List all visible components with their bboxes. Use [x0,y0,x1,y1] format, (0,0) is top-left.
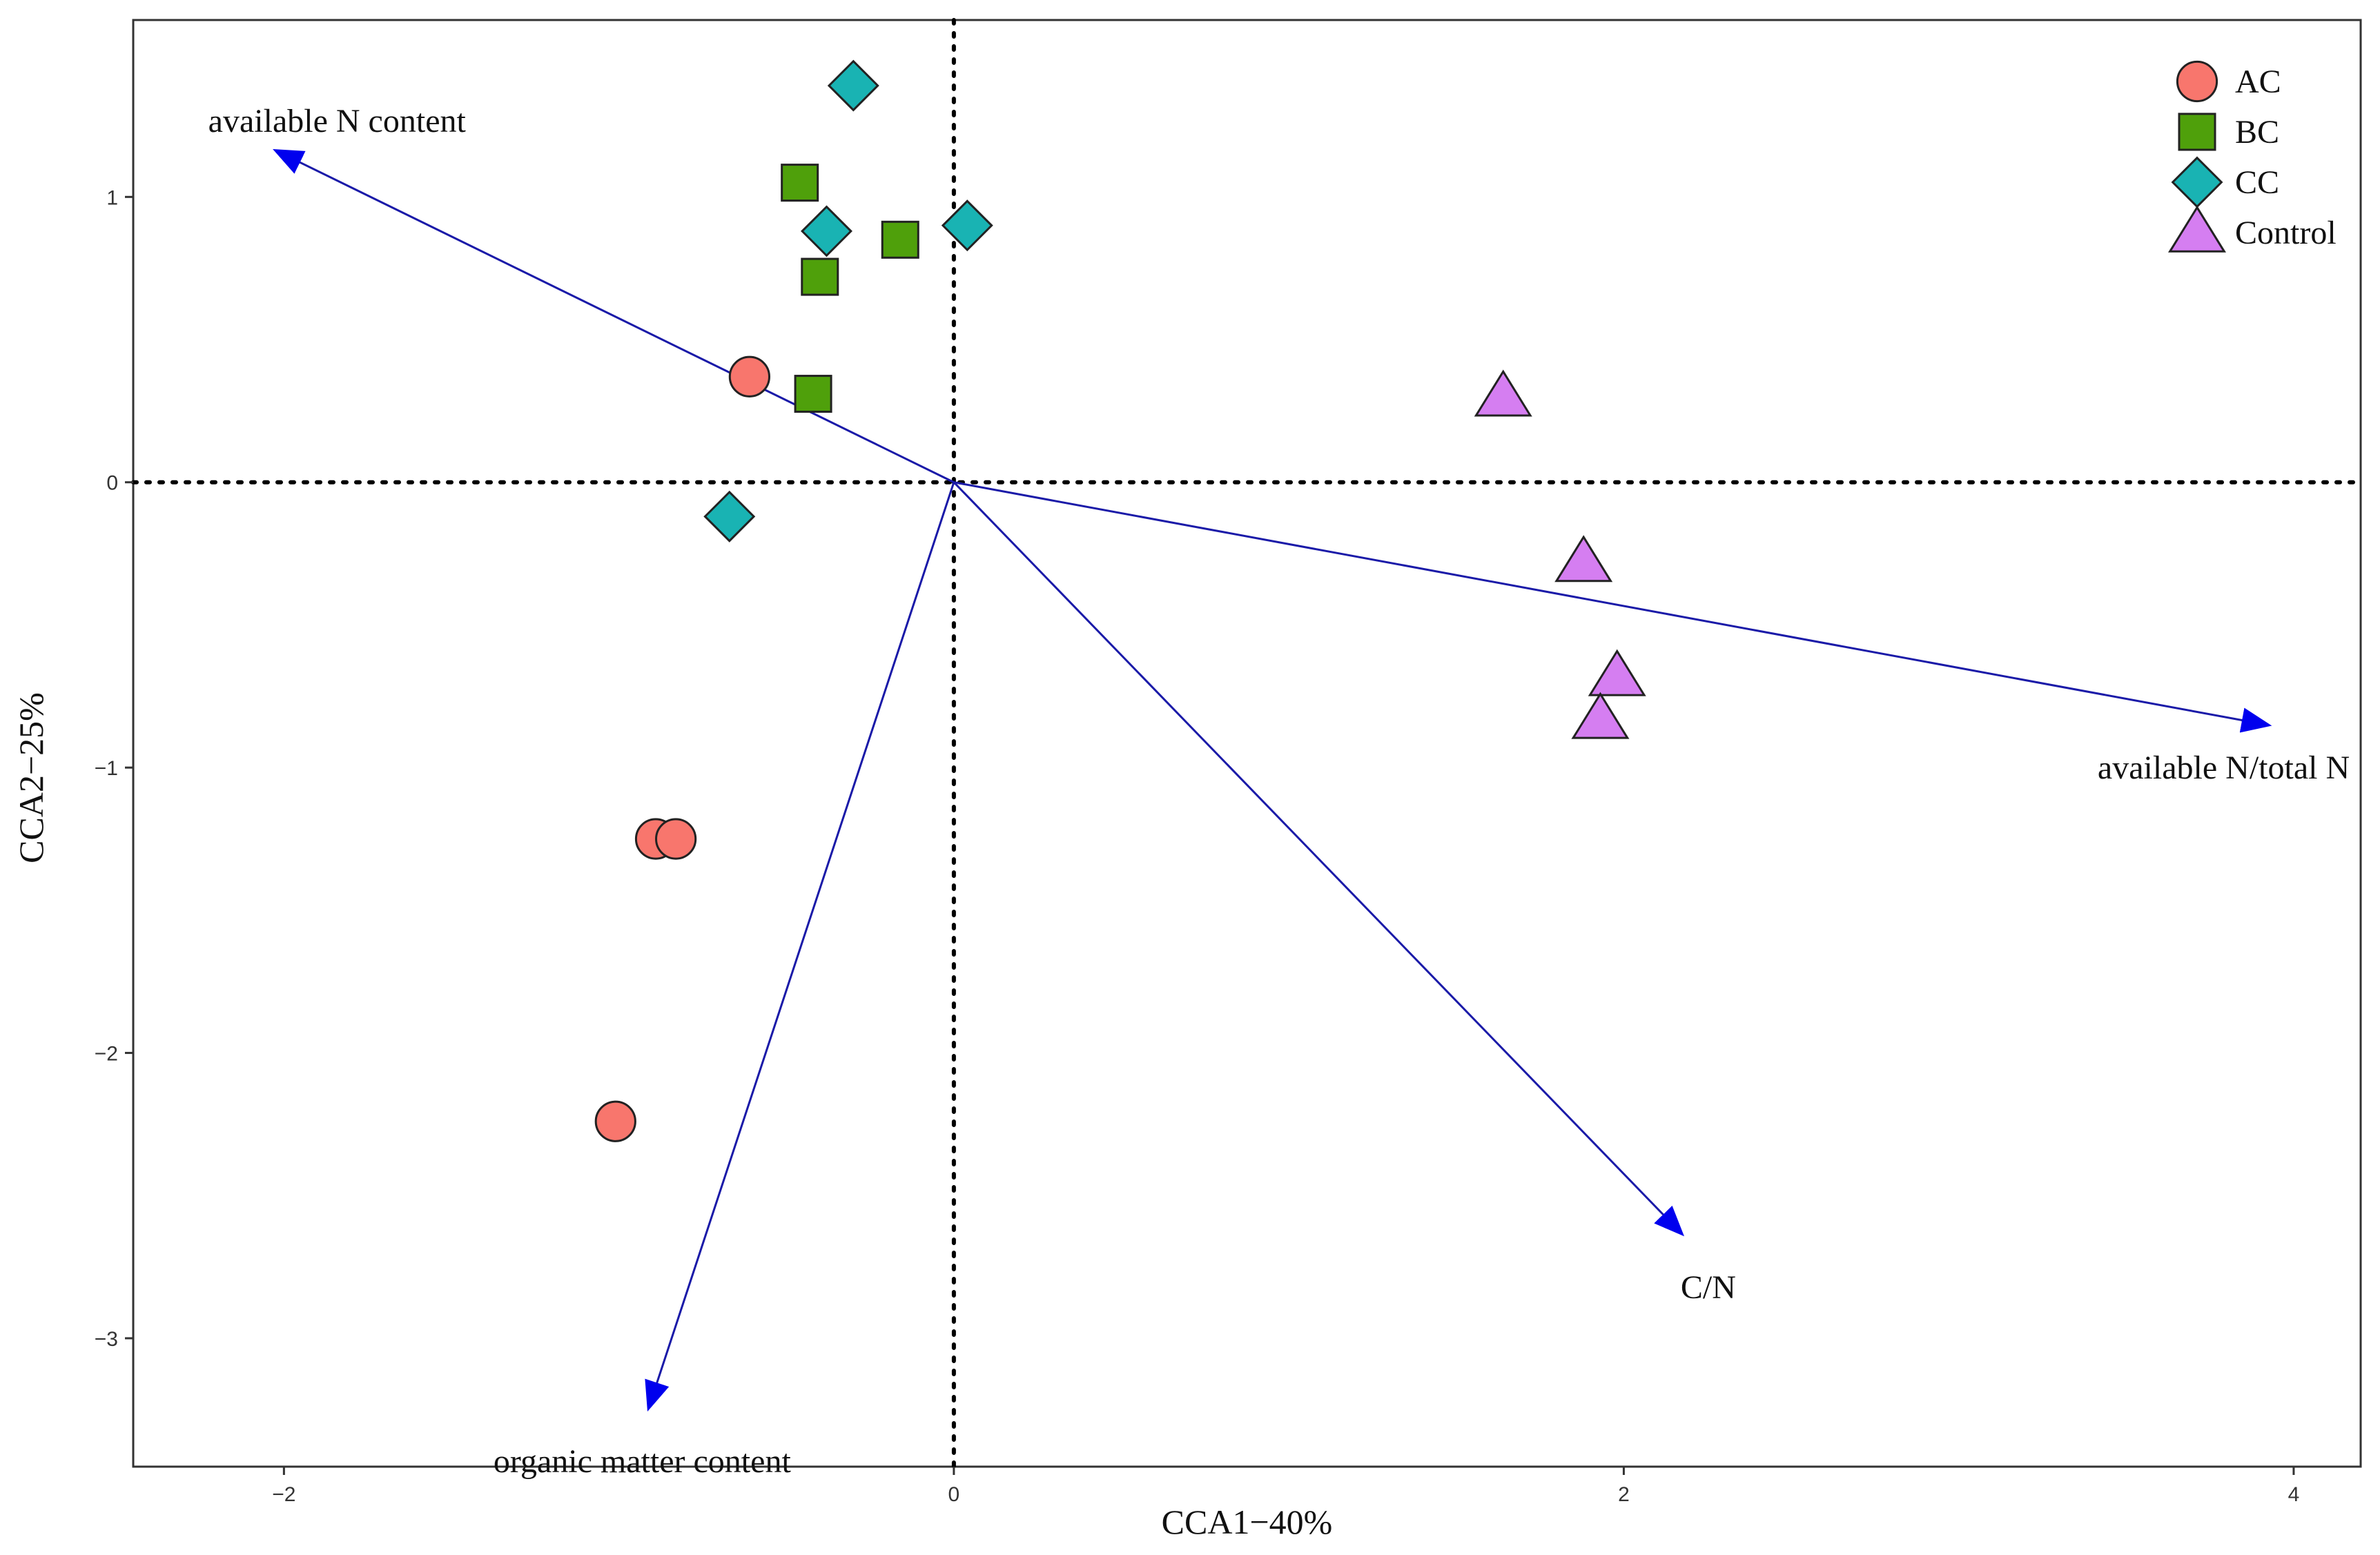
y-tick-label: −3 [95,1328,118,1351]
x-tick-label: 2 [1618,1483,1630,1506]
sample-points [594,59,1646,1142]
data-point-ac [594,1100,636,1142]
data-point-control [1474,369,1532,417]
data-point-ac [728,355,770,398]
data-point-cc [801,205,852,257]
legend: AC BC CC Control [2167,60,2337,253]
data-point-control [1571,692,1630,739]
data-point-cc [703,490,756,542]
arrow-line [953,481,2272,733]
arrow-line [273,148,955,484]
plot-frame-layer [132,19,2362,1468]
x-tick-label: −2 [272,1483,295,1506]
x-tick-label: 4 [2288,1483,2300,1506]
arrow-label: organic matter content [494,1443,792,1480]
data-point-cc [827,59,879,112]
plot-frame [132,19,2362,1468]
environmental-arrows: available N content available N/total N C/… [208,103,2350,1480]
data-point-bc [881,220,919,259]
legend-label-ac: AC [2235,63,2281,100]
y-axis-title: CCA2−25% [12,692,50,863]
legend-label-cc: CC [2235,164,2279,201]
legend-label-bc: BC [2235,114,2279,150]
y-tick-label: 1 [106,186,118,209]
legend-key-cc [2171,156,2223,208]
y-tick-label: −2 [95,1043,118,1066]
data-point-control [1554,535,1613,583]
reference-lines [131,18,2363,1469]
arrow-line [645,482,955,1412]
legend-key-control [2167,205,2227,253]
legend-key-ac [2176,60,2218,103]
legend-label-control: Control [2235,215,2337,251]
x-axis-title: CCA1−40% [1162,1503,1333,1541]
arrow-label: C/N [1681,1269,1736,1306]
arrow-label: available N content [208,103,467,139]
axis-ticks: −2 0 2 4 −3 −2 −1 0 1 [95,186,2300,1506]
data-point-ac [655,818,697,860]
data-point-control [1588,649,1646,696]
data-point-bc [781,164,819,202]
y-tick-label: −1 [95,757,118,780]
data-point-cc [941,199,993,252]
arrow-label: available N/total N [2098,750,2350,786]
arrow-line [953,481,1685,1237]
x-tick-label: 0 [948,1483,960,1506]
legend-key-bc [2178,113,2216,151]
y-tick-label: 0 [106,472,118,495]
data-point-bc [801,257,839,296]
data-point-bc [794,375,832,413]
